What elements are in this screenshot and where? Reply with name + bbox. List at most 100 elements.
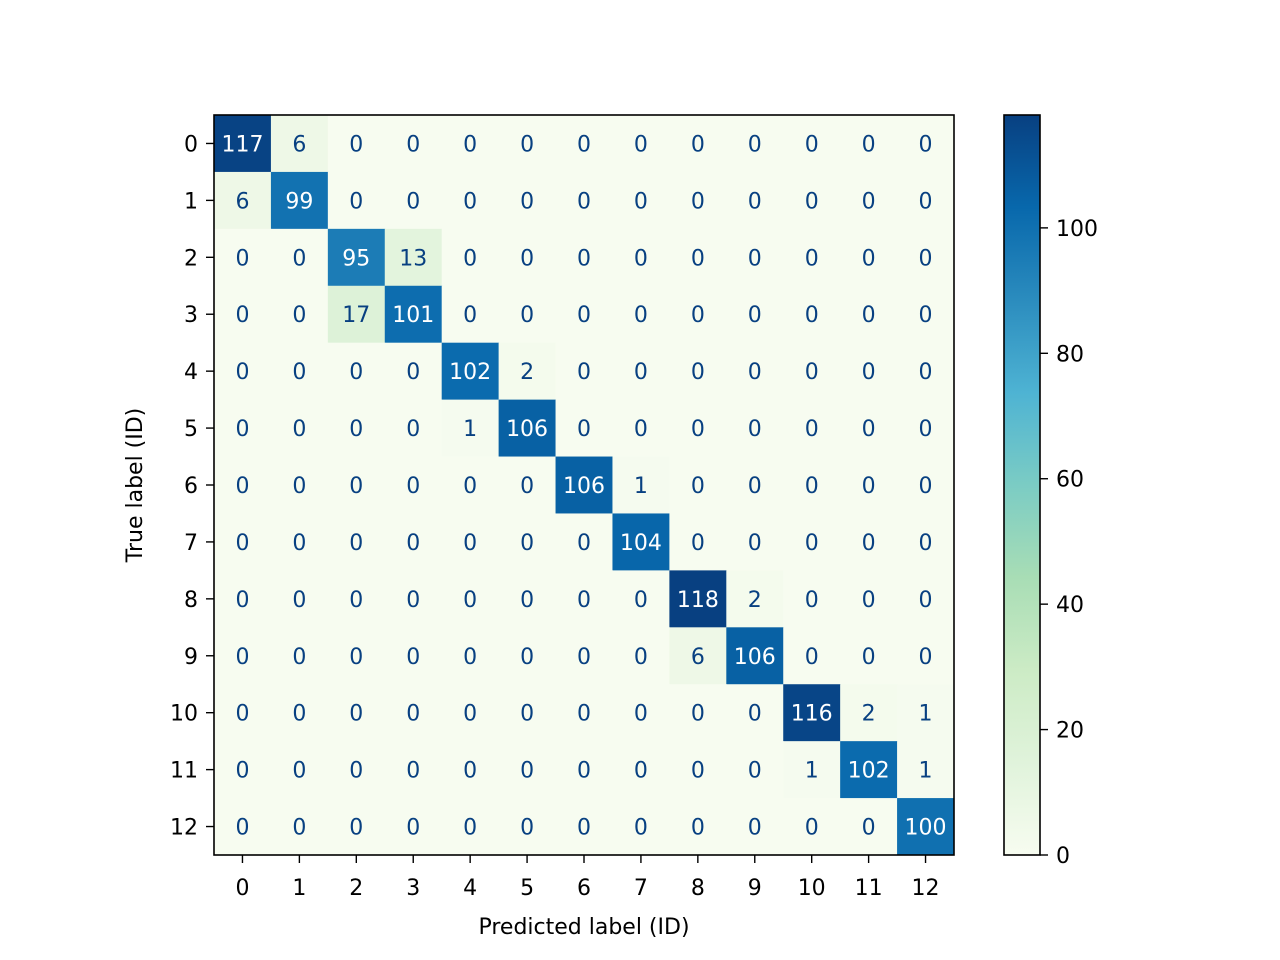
cell-value-label: 0: [406, 759, 420, 784]
heatmap-cell: [498, 115, 557, 173]
heatmap-cell: [897, 627, 955, 685]
x-tick-label: 8: [691, 876, 705, 901]
cell-value-label: 0: [463, 132, 477, 157]
heatmap-cell: [783, 342, 841, 401]
heatmap-cell: [498, 627, 557, 685]
heatmap-cell: [498, 798, 557, 856]
heatmap-cell: [897, 456, 955, 514]
cell-value-label: 0: [862, 417, 876, 442]
heatmap-cell: [384, 741, 443, 799]
cell-value-label: 0: [235, 360, 249, 385]
cell-value-label: 0: [805, 303, 819, 328]
cell-value-label: 0: [577, 531, 591, 556]
heatmap-cell: [726, 798, 784, 856]
cell-value-label: 0: [805, 474, 819, 499]
heatmap-cell: [498, 456, 557, 514]
heatmap-cell: [214, 627, 272, 685]
heatmap-cell: [840, 399, 898, 458]
cell-value-label: 13: [399, 246, 427, 271]
x-tick-label: 11: [855, 876, 883, 901]
cell-value-label: 0: [748, 189, 762, 214]
cell-value-label: 0: [463, 531, 477, 556]
cell-value-label: 0: [862, 246, 876, 271]
heatmap-cell: [726, 171, 784, 230]
heatmap-cell: [441, 399, 500, 458]
cell-value-label: 0: [292, 645, 306, 670]
cell-value-label: 0: [292, 531, 306, 556]
heatmap-cell: [726, 285, 784, 344]
heatmap-cell: [897, 285, 955, 344]
heatmap-cell: [783, 627, 841, 685]
cell-value-label: 0: [406, 531, 420, 556]
cell-value-label: 102: [449, 360, 491, 385]
heatmap-cell: [270, 228, 329, 287]
cell-value-label: 0: [691, 474, 705, 499]
cell-value-label: 0: [805, 417, 819, 442]
cell-value-label: 2: [862, 702, 876, 727]
heatmap-cell: [783, 171, 841, 230]
heatmap-cell: [612, 684, 670, 742]
cell-value-label: 0: [634, 417, 648, 442]
heatmap-cell: [897, 513, 955, 571]
cell-value-label: 0: [691, 759, 705, 784]
heatmap-cell: [897, 228, 955, 287]
heatmap-cell: [384, 513, 443, 571]
cell-value-label: 0: [577, 303, 591, 328]
heatmap-cell: [840, 228, 898, 287]
cell-value-label: 0: [634, 759, 648, 784]
cell-value-label: 0: [577, 417, 591, 442]
heatmap-cell: [214, 399, 272, 458]
cell-value-label: 99: [285, 189, 313, 214]
heatmap-cell: [897, 342, 955, 401]
heatmap-cell: [384, 228, 443, 287]
colorbar-tick-label: 40: [1056, 593, 1084, 618]
heatmap-cell: [384, 115, 443, 173]
heatmap-cell: [327, 513, 386, 571]
heatmap-cell: [441, 513, 500, 571]
cell-value-label: 0: [235, 417, 249, 442]
heatmap-cell: [669, 285, 727, 344]
cell-value-label: 0: [691, 189, 705, 214]
cell-value-label: 106: [506, 417, 548, 442]
heatmap-cell: [612, 627, 670, 685]
heatmap-cell: [441, 171, 500, 230]
cell-value-label: 0: [577, 588, 591, 613]
cell-value-label: 0: [292, 702, 306, 727]
y-tick-label: 10: [170, 702, 198, 727]
heatmap-cell: [327, 115, 386, 173]
heatmap-cell: [612, 399, 670, 458]
cell-value-label: 0: [862, 303, 876, 328]
heatmap-cell: [498, 342, 557, 401]
cell-value-label: 0: [634, 246, 648, 271]
heatmap-cell: [669, 684, 727, 742]
heatmap-cell: [327, 627, 386, 685]
cell-value-label: 0: [748, 246, 762, 271]
heatmap-cell: [612, 513, 670, 571]
heatmap-cell: [555, 627, 613, 685]
heatmap-cell: [498, 513, 557, 571]
heatmap-cell: [840, 342, 898, 401]
cell-value-label: 0: [463, 588, 477, 613]
heatmap-cell: [327, 570, 386, 628]
y-tick-label: 0: [184, 132, 198, 157]
heatmap-cell: [783, 741, 841, 799]
heatmap-cell: [555, 684, 613, 742]
colorbar-tick-label: 20: [1056, 719, 1084, 744]
heatmap-cell: [783, 285, 841, 344]
cell-value-label: 116: [791, 702, 833, 727]
heatmap-cell: [612, 741, 670, 799]
cell-value-label: 0: [805, 132, 819, 157]
cell-value-label: 0: [235, 303, 249, 328]
heatmap-cell: [384, 171, 443, 230]
cell-value-label: 0: [349, 588, 363, 613]
y-tick-label: 5: [184, 417, 198, 442]
heatmap-cell: [726, 342, 784, 401]
heatmap-cell: [897, 684, 955, 742]
cell-value-label: 0: [919, 189, 933, 214]
x-tick-label: 6: [577, 876, 591, 901]
cell-value-label: 0: [406, 588, 420, 613]
cell-value-label: 0: [748, 360, 762, 385]
y-tick-label: 8: [184, 588, 198, 613]
heatmap-cell: [441, 798, 500, 856]
